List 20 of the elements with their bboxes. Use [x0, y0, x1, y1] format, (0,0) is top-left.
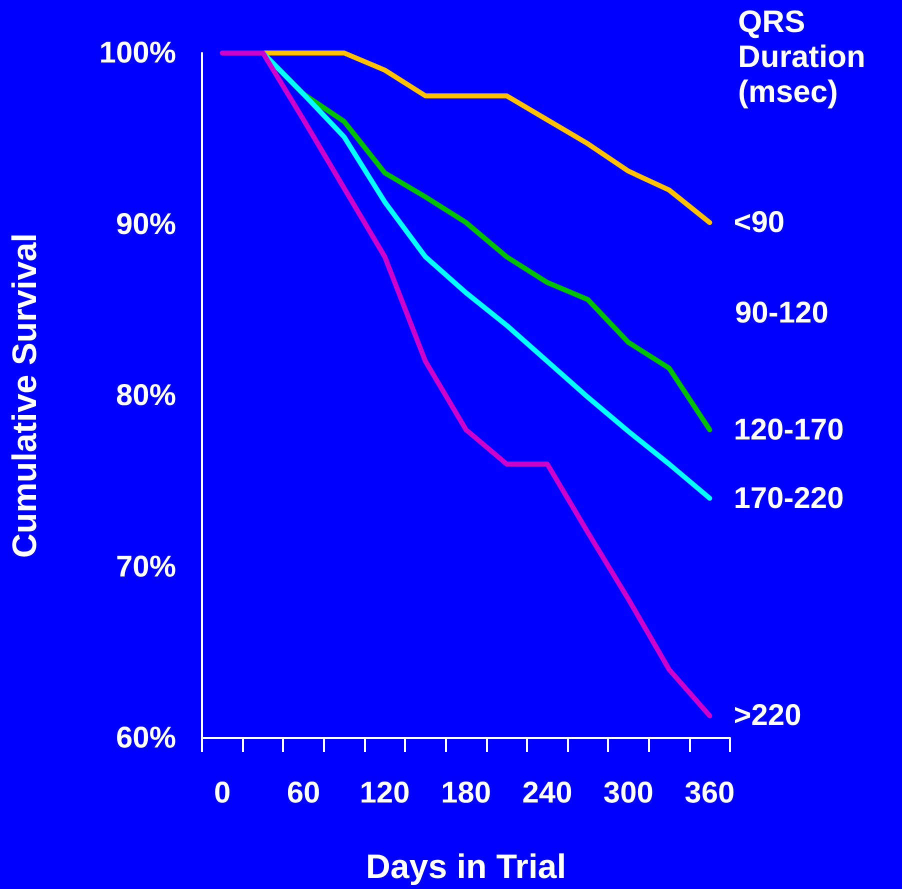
- series-label: >220: [734, 699, 802, 732]
- y-tick-label: 90%: [116, 208, 176, 241]
- legend-title: QRS Duration (msec): [738, 4, 874, 109]
- x-tick-label: 300: [603, 776, 654, 810]
- y-tick-label: 70%: [116, 550, 176, 584]
- y-axis-title: Cumulative Survival: [6, 232, 44, 558]
- x-axis-title: Days in Trial: [366, 848, 566, 886]
- text: 90-120: [735, 296, 828, 330]
- series-label: 120-170: [734, 413, 844, 446]
- x-tick-label: 180: [440, 776, 492, 810]
- series-label: 170-220: [734, 482, 844, 515]
- y-tick-label: 60%: [116, 722, 176, 754]
- y-tick-label: 80%: [116, 379, 176, 412]
- x-tick-label: 240: [522, 776, 572, 810]
- series-label: <90: [734, 206, 785, 240]
- x-tick-label: 120: [360, 776, 410, 810]
- x-tick-label: 360: [684, 776, 735, 810]
- y-tick-label: 100%: [99, 36, 176, 70]
- x-tick-label: 60: [286, 776, 320, 810]
- x-tick-label: 0: [214, 776, 231, 810]
